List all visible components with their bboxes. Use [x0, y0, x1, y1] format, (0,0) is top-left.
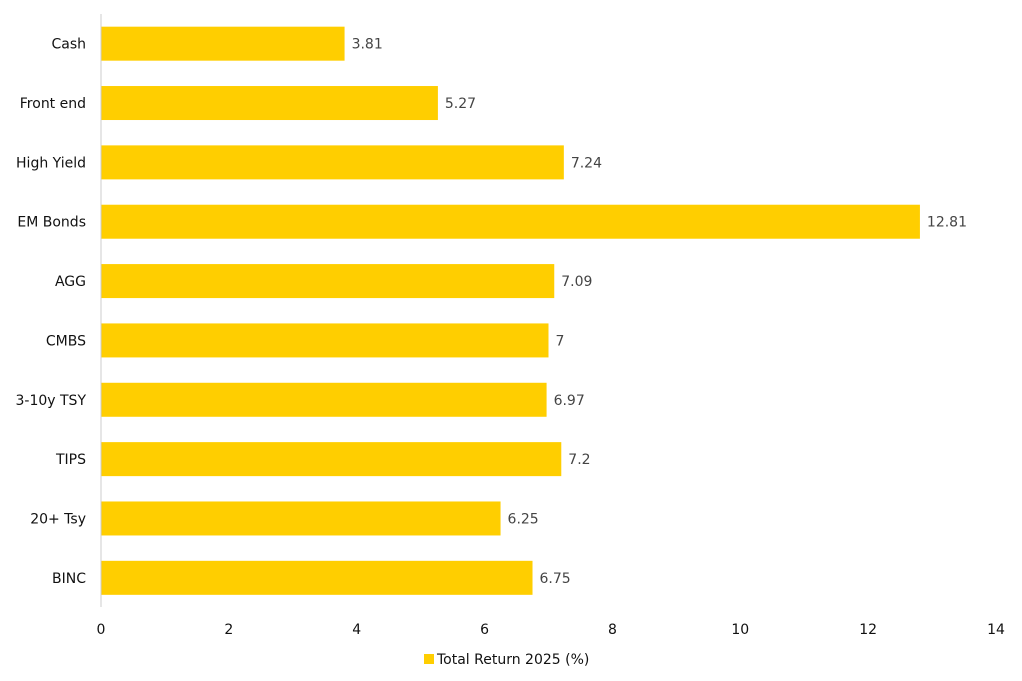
x-tick-label: 12 — [859, 622, 877, 638]
category-label: High Yield — [16, 155, 86, 171]
legend-label: Total Return 2025 (%) — [436, 652, 589, 668]
category-label: TIPS — [55, 452, 86, 468]
x-tick-label: 2 — [224, 622, 233, 638]
data-label: 6.25 — [508, 511, 539, 527]
bar — [101, 26, 345, 61]
x-tick-label: 6 — [480, 622, 489, 638]
data-label: 7.2 — [568, 452, 590, 468]
data-label: 6.75 — [540, 571, 571, 587]
data-label: 7.24 — [571, 155, 602, 171]
bar — [101, 382, 547, 417]
bar — [101, 145, 564, 180]
category-label: 3-10y TSY — [16, 393, 87, 409]
bar — [101, 204, 920, 239]
data-label: 5.27 — [445, 96, 476, 112]
bar — [101, 86, 438, 121]
x-tick-label: 8 — [608, 622, 617, 638]
category-label: AGG — [55, 274, 86, 290]
x-tick-label: 14 — [987, 622, 1005, 638]
category-label: Front end — [20, 96, 86, 112]
bar — [101, 323, 549, 358]
x-tick-label: 4 — [352, 622, 361, 638]
bar — [101, 501, 501, 536]
category-label: EM Bonds — [17, 215, 86, 231]
category-label: CMBS — [46, 333, 86, 349]
bar — [101, 560, 533, 595]
category-label: BINC — [52, 571, 86, 587]
category-label: 20+ Tsy — [30, 511, 86, 527]
x-tick-label: 10 — [731, 622, 749, 638]
category-label: Cash — [51, 37, 86, 53]
data-label: 3.81 — [352, 37, 383, 53]
legend-swatch — [424, 654, 434, 664]
data-label: 12.81 — [927, 215, 967, 231]
data-label: 7 — [556, 333, 565, 349]
bar — [101, 264, 555, 299]
data-label: 7.09 — [561, 274, 592, 290]
x-tick-label: 0 — [97, 622, 106, 638]
bar — [101, 442, 562, 477]
data-label: 6.97 — [554, 393, 585, 409]
